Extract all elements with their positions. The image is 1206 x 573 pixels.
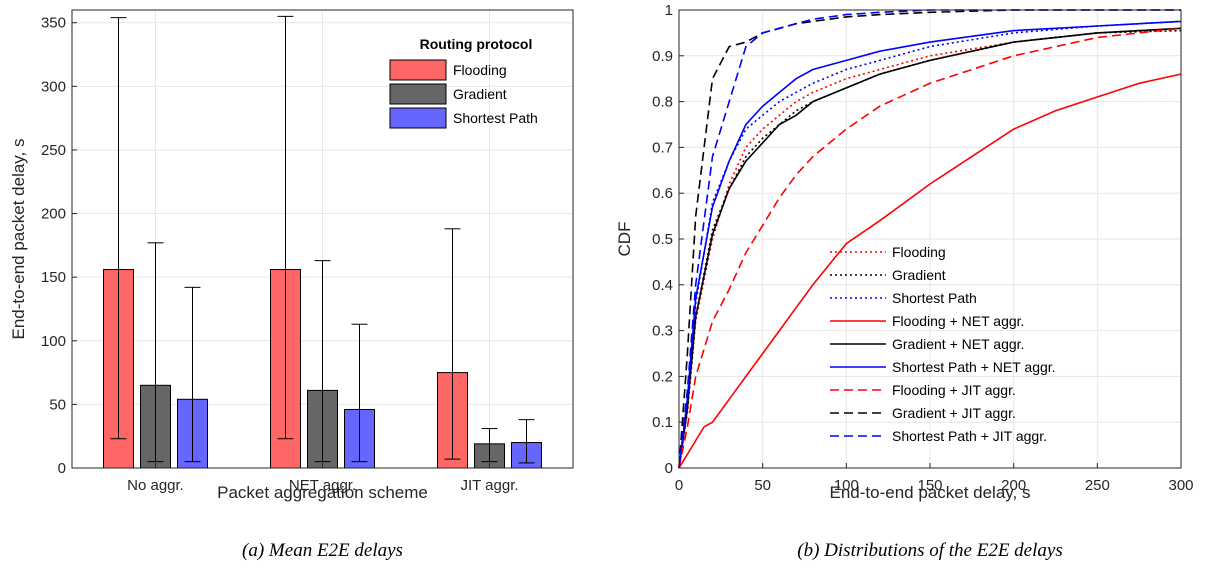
panel-a-legend-swatch bbox=[389, 59, 447, 81]
panel-a-caption: (a) Mean E2E delays bbox=[242, 540, 403, 561]
panel-b-y-tick-label: 0.7 bbox=[652, 139, 673, 156]
panel-a-y-axis-label: End-to-end packet delay, s bbox=[9, 139, 28, 340]
panel-b-grid bbox=[678, 9, 1182, 469]
panel-a-y-tick-label: 300 bbox=[41, 78, 66, 95]
panel-b-cdf-chart: 0 50 100 150 200 250 300 0 0.1 0.2 0.3 0.4 0.5 0.6 0.7… bbox=[615, 2, 1194, 561]
panel-b-y-tick-label: 0 bbox=[665, 460, 673, 477]
panel-b-legend-label: Flooding + JIT aggr. bbox=[892, 382, 1016, 398]
panel-b-y-tick-label: 0.5 bbox=[652, 231, 673, 248]
panel-b-series-line bbox=[678, 27, 1182, 469]
panel-b-x-tick-label: 50 bbox=[754, 477, 771, 494]
panel-b-legend-label: Gradient + NET aggr. bbox=[892, 336, 1024, 352]
panel-b-y-tick-label: 0.2 bbox=[652, 368, 673, 385]
panel-b-x-tick-label: 150 bbox=[917, 477, 942, 494]
panel-b-x-tick-label: 300 bbox=[1168, 477, 1193, 494]
panel-b-legend-label: Shortest Path bbox=[892, 290, 977, 306]
panel-b-y-tick-label: 0.1 bbox=[652, 414, 673, 431]
panel-a-y-tick-label: 0 bbox=[58, 460, 66, 477]
panel-b-legend-label: Flooding bbox=[892, 244, 946, 260]
panel-b-x-tick-label: 250 bbox=[1085, 477, 1110, 494]
panel-a-x-tick-label: NET aggr. bbox=[289, 477, 356, 494]
panel-a-x-tick-label: No aggr. bbox=[127, 477, 184, 494]
panel-a-y-tick-label: 150 bbox=[41, 269, 66, 286]
panel-b-x-tick-label: 100 bbox=[834, 477, 859, 494]
panel-a-y-tick-label: 100 bbox=[41, 333, 66, 350]
panel-a-bar-chart: 0 50 100 150 200 250 300 350 No aggr. NET aggr. JI… bbox=[9, 9, 574, 561]
panel-b-legend-label: Shortest Path + NET aggr. bbox=[892, 359, 1056, 375]
panel-b-x-tick-label: 0 bbox=[675, 477, 683, 494]
panel-b-legend-label: Shortest Path + JIT aggr. bbox=[892, 428, 1047, 444]
panel-a-y-tick-label: 250 bbox=[41, 142, 66, 159]
panel-a-legend: Routing protocol Flooding Gradient Shortes… bbox=[389, 36, 538, 129]
panel-b-series-line bbox=[678, 20, 1182, 469]
panel-a-legend-label: Gradient bbox=[453, 86, 507, 102]
panel-b-legend-label: Gradient + JIT aggr. bbox=[892, 405, 1016, 421]
panel-a-x-tick-label: JIT aggr. bbox=[460, 477, 518, 494]
panel-b-legend: Flooding Gradient Shortest Path Flooding + … bbox=[830, 244, 1056, 444]
panel-b-y-tick-label: 0.8 bbox=[652, 94, 673, 111]
panel-b-x-axis-label: End-to-end packet delay, s bbox=[830, 483, 1031, 502]
panel-b-series-line bbox=[678, 9, 1181, 469]
panel-a-ticks: 0 50 100 150 200 250 300 350 No aggr. NET aggr. JI… bbox=[41, 15, 519, 494]
panel-b-series-line bbox=[678, 73, 1182, 469]
panel-b-legend-label: Flooding + NET aggr. bbox=[892, 313, 1024, 329]
panel-a-error-bars bbox=[110, 15, 535, 464]
panel-a-y-tick-label: 50 bbox=[49, 396, 66, 413]
panel-b-y-axis-label: CDF bbox=[615, 222, 634, 257]
panel-a-x-axis-label: Packet aggregation scheme bbox=[217, 483, 428, 502]
panel-b-y-tick-label: 0.9 bbox=[652, 48, 673, 65]
panel-a-legend-swatch bbox=[389, 83, 447, 105]
panel-a-y-tick-label: 200 bbox=[41, 206, 66, 223]
panel-a-y-tick-label: 350 bbox=[41, 15, 66, 32]
panel-b-series-line bbox=[678, 27, 1182, 469]
panel-a-legend-label: Shortest Path bbox=[453, 110, 538, 126]
panel-b-caption: (b) Distributions of the E2E delays bbox=[797, 540, 1062, 561]
panel-b-ticks: 0 50 100 150 200 250 300 0 0.1 0.2 0.3 0.4 0.5 0.6 0.7… bbox=[652, 2, 1193, 494]
panel-b-y-tick-label: 0.6 bbox=[652, 185, 673, 202]
panel-b-x-tick-label: 200 bbox=[1001, 477, 1026, 494]
panel-b-y-tick-label: 0.3 bbox=[652, 323, 673, 340]
panel-b-y-tick-label: 0.4 bbox=[652, 277, 673, 294]
panel-a-legend-title: Routing protocol bbox=[420, 36, 533, 52]
panel-a-legend-label: Flooding bbox=[453, 62, 507, 78]
panel-a-legend-swatch bbox=[389, 107, 447, 129]
panel-b-y-tick-label: 1 bbox=[665, 2, 673, 19]
panel-b-legend-label: Gradient bbox=[892, 267, 946, 283]
